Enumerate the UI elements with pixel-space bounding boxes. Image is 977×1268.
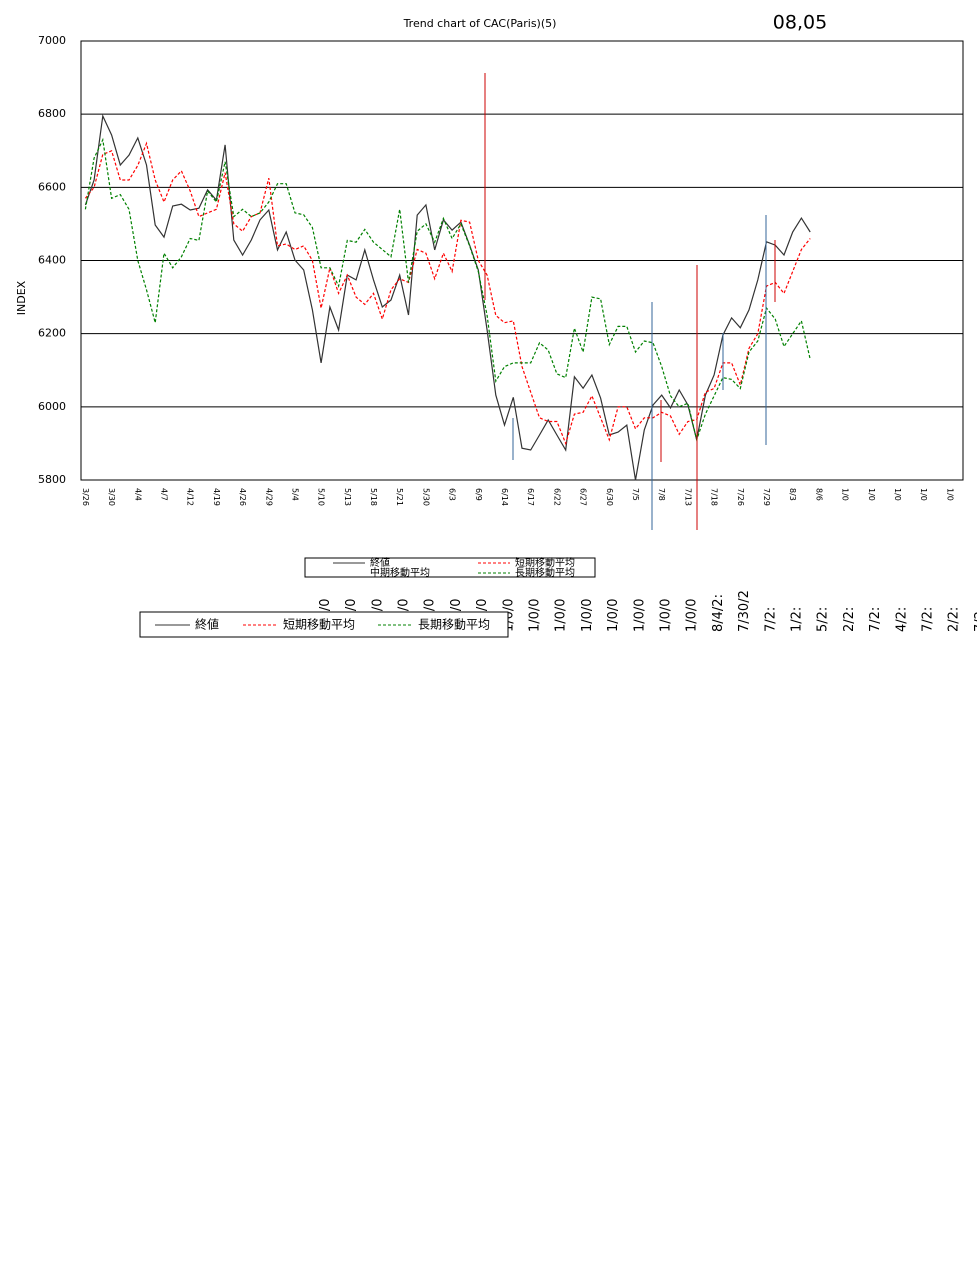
x-tick-label: 5/30 bbox=[421, 488, 430, 506]
x-tick-label: 7/13 bbox=[683, 488, 692, 506]
x-tick-label: 6/17 bbox=[526, 488, 535, 506]
x-tick-label: 7/8 bbox=[657, 488, 666, 501]
x-tick-label: 4/29 bbox=[264, 488, 273, 506]
legend-label: 終値 bbox=[195, 617, 219, 632]
y-tick-label: 6800 bbox=[38, 107, 66, 120]
overlay-label: 2/2: bbox=[842, 607, 857, 632]
x-tick-label: 1/0 bbox=[841, 488, 850, 501]
x-tick-label: 5/4 bbox=[290, 488, 299, 501]
x-tick-label: 3/30 bbox=[107, 488, 116, 506]
legend-label: 短期移動平均 bbox=[515, 556, 575, 569]
legend-label: 終値 bbox=[370, 556, 390, 569]
overlay-label: 7/2: bbox=[973, 607, 977, 632]
overlay-label: 1/0/0 bbox=[554, 598, 569, 632]
overlay-label: 7/2: bbox=[763, 607, 778, 632]
x-tick-label: 6/30 bbox=[605, 488, 614, 506]
y-tick-label: 6400 bbox=[38, 254, 66, 267]
overlay-label: 8/4/2: bbox=[711, 594, 726, 632]
x-tick-label: 5/18 bbox=[369, 488, 378, 506]
signal-lines bbox=[484, 73, 776, 530]
plot-area: 5800 6000 6200 6400 6600 6800 7000 3/26 3/30 4/4 4… bbox=[38, 34, 964, 506]
x-tick-label: 1/0 bbox=[867, 488, 876, 501]
legend-box bbox=[304, 557, 596, 578]
legend-label: 中期移動平均 bbox=[370, 566, 430, 579]
overlay-label: 2/2: bbox=[947, 607, 962, 632]
legend-label: 短期移動平均 bbox=[283, 618, 355, 632]
x-tick-label: 8/3 bbox=[788, 488, 797, 501]
x-tick-label: 4/12 bbox=[186, 488, 195, 506]
overlay-label: 1/0/0 bbox=[580, 598, 595, 632]
x-tick-label: 6/27 bbox=[579, 488, 588, 506]
x-tick-label: 6/3 bbox=[448, 488, 457, 501]
x-tick-label: 6/14 bbox=[500, 488, 509, 506]
overlay-label: 7/2: bbox=[868, 607, 883, 632]
overlay-label: 7/2: bbox=[921, 607, 936, 632]
y-tick-label: 5800 bbox=[38, 473, 66, 486]
y-tick-label: 7000 bbox=[38, 34, 66, 47]
series-line bbox=[84, 137, 811, 442]
y-tick-label: 6000 bbox=[38, 400, 66, 413]
x-tick-label: 4/7 bbox=[159, 488, 168, 501]
x-tick-label: 7/5 bbox=[631, 488, 640, 501]
overlay-label: 1/0/0 bbox=[528, 598, 543, 632]
overlay-label: 4/2: bbox=[894, 607, 909, 632]
overlay-label: 7/30/2 bbox=[737, 590, 752, 632]
legend-label: 長期移動平均 bbox=[515, 566, 575, 579]
x-tick-label: 6/22 bbox=[552, 488, 561, 506]
x-tick-label: 5/10 bbox=[317, 488, 326, 506]
legend: 終値 短期移動平均 長期移動平均 bbox=[139, 611, 509, 638]
x-tick-label: 4/26 bbox=[238, 488, 247, 506]
x-tick-label: 3/26 bbox=[81, 488, 90, 506]
overlay-label: 1/2: bbox=[790, 607, 805, 632]
x-tick-label: 7/18 bbox=[710, 488, 719, 506]
y-axis-label: INDEX bbox=[15, 280, 28, 315]
overlay-label: 1/0/0 bbox=[659, 598, 674, 632]
y-tick-label: 6200 bbox=[38, 327, 66, 340]
legend-box bbox=[139, 611, 509, 638]
x-tick-label: 1/0 bbox=[945, 488, 954, 501]
x-tick-label: 6/9 bbox=[474, 488, 483, 501]
chart-title: Trend chart of CAC(Paris)(5) bbox=[403, 17, 557, 30]
x-tick-label: 4/4 bbox=[133, 488, 142, 501]
x-tick-label: 4/19 bbox=[212, 488, 221, 506]
x-tick-label: 7/29 bbox=[762, 488, 771, 506]
overlay-label: 1/0/0 bbox=[632, 598, 647, 632]
x-tick-label: 5/21 bbox=[395, 488, 404, 506]
legend-label: 長期移動平均 bbox=[418, 618, 490, 632]
x-tick-label: 8/6 bbox=[814, 488, 823, 501]
y-tick-label: 6600 bbox=[38, 180, 66, 193]
x-tick-label: 7/26 bbox=[736, 488, 745, 506]
overlay-label: 5/2: bbox=[816, 607, 831, 632]
overlay-label: 1/0/0 bbox=[685, 598, 700, 632]
date-label: 08,05 bbox=[773, 12, 827, 34]
overlay-label: 1/0/0 bbox=[606, 598, 621, 632]
x-tick-label: 5/13 bbox=[343, 488, 352, 506]
x-tick-label: 1/0 bbox=[919, 488, 928, 501]
x-tick-label: 1/0 bbox=[893, 488, 902, 501]
series-line bbox=[84, 141, 811, 446]
